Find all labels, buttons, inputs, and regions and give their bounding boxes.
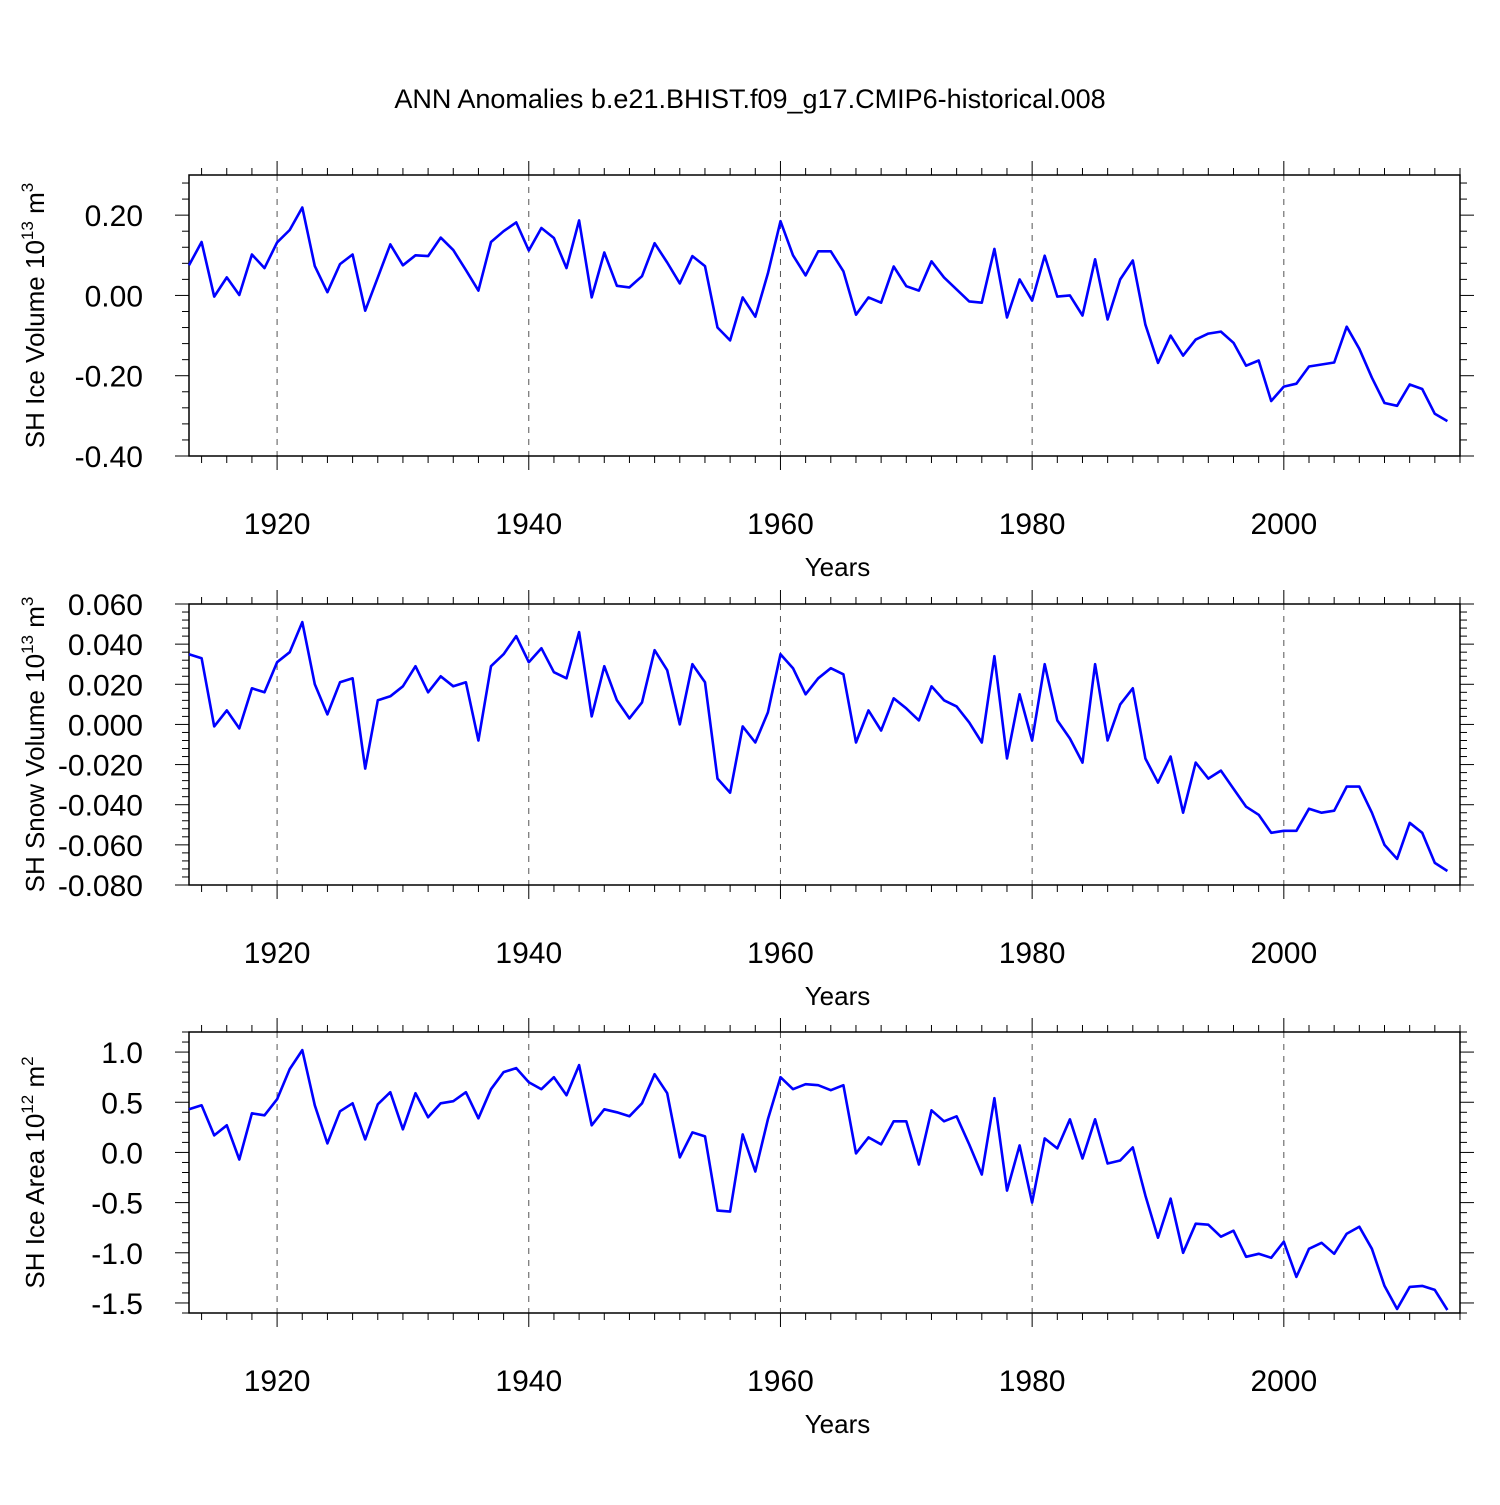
x-tick-label: 1960 [747,508,814,541]
plot-frame [188,174,1461,457]
y-tick-label: 0.20 [85,200,143,233]
plot-frame [188,603,1461,886]
x-axis-label: Years [805,981,871,1011]
y-axis-label: SH Snow Volume 1013 m3 [18,597,50,893]
y-tick-label: 0.00 [85,280,143,313]
y-axis-label: SH Ice Area 1012 m2 [18,1056,50,1288]
y-tick-label: -0.080 [58,870,143,903]
y-tick-label: 0.060 [68,589,143,622]
x-tick-label: 1920 [244,508,311,541]
x-tick-label: 1960 [747,937,814,970]
x-tick-label: 2000 [1250,1365,1317,1398]
y-tick-label: -0.040 [58,790,143,823]
x-axis-label: Years [805,1409,871,1439]
x-tick-label: 1960 [747,1365,814,1398]
y-axis-label: SH Ice Volume 1013 m3 [18,183,50,448]
x-tick-label: 1940 [495,508,562,541]
chart-2: -0.080 -0.060 -0.040 -0.020 0.000 0.020 0.040 0… [18,589,1474,1011]
chart-3: -1.5 -1.0 -0.5 0.0 0.5 1.0 1920 1940 1960 1980 200… [18,1018,1474,1439]
x-tick-label: 1920 [244,937,311,970]
x-tick-label: 1920 [244,1365,311,1398]
series-line [188,1048,1449,1311]
y-tick-label: -0.20 [75,361,143,394]
x-tick-label: 1980 [999,937,1066,970]
x-tick-label: 2000 [1250,508,1317,541]
series-line [187,206,1449,423]
x-tick-label: 2000 [1250,937,1317,970]
x-axis-label: Years [805,552,871,582]
x-tick-label: 1940 [495,937,562,970]
x-tick-label: 1940 [495,1365,562,1398]
y-tick-label: 0.5 [101,1087,143,1120]
figure-title: ANN Anomalies b.e21.BHIST.f09_g17.CMIP6-… [394,84,1106,114]
y-tick-label: 0.0 [101,1137,143,1170]
y-tick-label: -0.5 [91,1188,143,1221]
y-tick-label: -1.0 [91,1238,143,1271]
x-tick-label: 1980 [999,508,1066,541]
x-tick-label: 1980 [999,1365,1066,1398]
y-tick-label: -0.020 [58,750,143,783]
chart-1: -0.40 -0.20 0.00 0.20 1920 1940 1960 1980 2000 Ye… [18,161,1474,582]
plot-frame [188,1031,1461,1314]
y-tick-label: -1.5 [91,1288,143,1321]
y-tick-label: -0.40 [75,441,143,474]
y-tick-label: 0.040 [68,629,143,662]
series-line [188,620,1449,873]
y-tick-label: 1.0 [101,1037,143,1070]
y-tick-label: 0.020 [68,669,143,702]
y-tick-label: -0.060 [58,830,143,863]
y-tick-label: 0.000 [68,709,143,742]
